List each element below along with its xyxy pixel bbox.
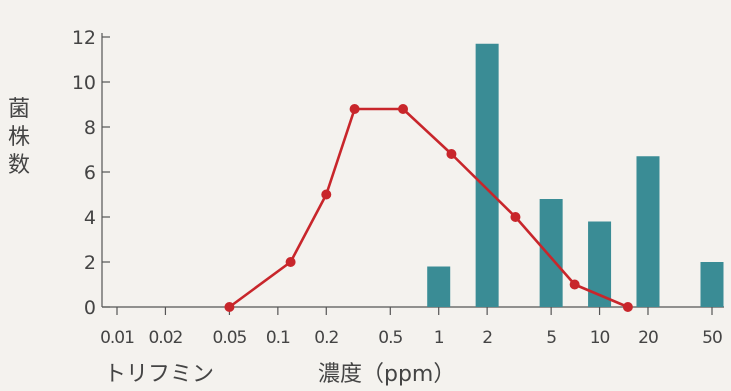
- bar: [700, 262, 724, 307]
- bar-series: [427, 43, 724, 307]
- bar: [539, 199, 563, 307]
- line-point: [321, 189, 332, 200]
- y-tick-label: 12: [72, 27, 96, 49]
- x-tick-label: 50: [702, 328, 722, 348]
- y-tick-label: 10: [72, 72, 96, 94]
- line-point: [622, 302, 633, 312]
- x-tick-label: 1: [434, 328, 444, 348]
- y-axis-label: 菌株数: [8, 97, 31, 178]
- line-series: [224, 104, 633, 312]
- compound-label: トリフミン: [104, 362, 215, 387]
- line-point: [285, 257, 296, 267]
- y-tick-label: 8: [84, 117, 96, 139]
- line-point: [224, 302, 235, 312]
- x-tick-label: 0.05: [213, 328, 247, 348]
- x-tick-label: 2: [482, 328, 492, 348]
- x-tick-label: 0.2: [314, 328, 338, 348]
- x-tick-label: 0.01: [100, 328, 134, 348]
- y-tick-label: 4: [84, 207, 96, 229]
- bar: [636, 156, 660, 307]
- x-axis-label: 濃度（ppm）: [318, 362, 456, 387]
- line-point: [569, 279, 580, 290]
- x-tick-label: 0.1: [266, 328, 290, 348]
- x-tick-label: 5: [546, 328, 556, 348]
- x-tick-label: 0.02: [148, 328, 182, 348]
- line-point: [349, 104, 360, 114]
- bar: [588, 221, 612, 307]
- y-tick-label: 6: [84, 162, 96, 184]
- line-point: [510, 212, 521, 222]
- line-point: [446, 149, 457, 159]
- y-tick-label: 0: [84, 297, 96, 319]
- y-tick-label: 2: [84, 252, 96, 274]
- bar: [427, 266, 451, 307]
- x-tick-label: 20: [638, 328, 658, 348]
- x-tick-label: 10: [590, 328, 610, 348]
- line-point: [398, 104, 409, 114]
- x-tick-label: 0.5: [378, 328, 402, 348]
- bar: [475, 43, 499, 307]
